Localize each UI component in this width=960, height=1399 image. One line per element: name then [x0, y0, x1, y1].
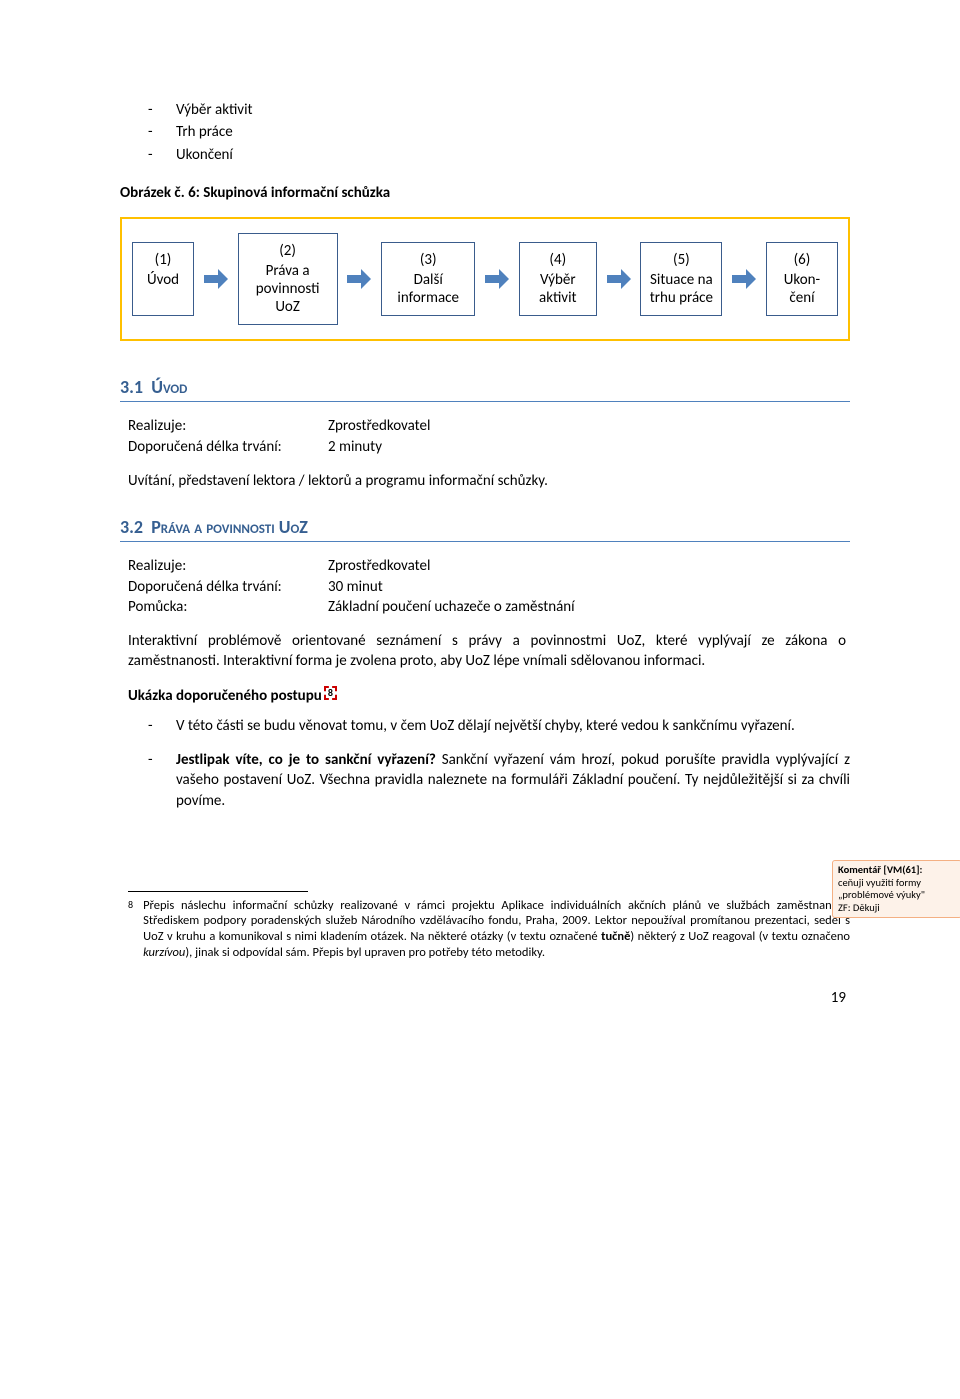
body-paragraph: Uvítání, představení lektora / lektorů a…: [128, 471, 846, 491]
section-heading: 3.2 Práva a povinnosti UoZ: [120, 515, 850, 542]
flow-box-number: (5): [647, 251, 715, 269]
flow-box-number: (2): [245, 242, 331, 260]
body-paragraph: Interaktivní problémově orientované sezn…: [128, 631, 846, 672]
meta-value: Zprostředkovatel: [328, 416, 430, 436]
section-number: 3.2: [120, 516, 143, 538]
footnote-separator: [128, 891, 308, 892]
footnote-text: Přepis náslechu informační schůzky reali…: [143, 898, 850, 961]
flow-box-label: Práva a povinnosti UoZ: [245, 262, 331, 316]
meta-value: Základní poučení uchazeče o zaměstnání: [328, 597, 575, 617]
arrow-icon: [204, 269, 228, 289]
flowchart-container: (1) Úvod (2) Práva a povinnosti UoZ (3) Další…: [120, 217, 850, 341]
section-title: Úvod: [151, 376, 187, 398]
list-item-label: Trh práce: [176, 122, 233, 142]
section-title: Práva a povinnosti UoZ: [151, 516, 308, 538]
list-item: - Jestlipak víte, co je to sankční vyřaz…: [148, 750, 850, 811]
list-item-label: Výběr aktivit: [176, 100, 253, 120]
list-item: -Trh práce: [148, 122, 850, 142]
meta-label: Doporučená délka trvání:: [128, 437, 328, 457]
list-item-text: Jestlipak víte, co je to sankční vyřazen…: [176, 750, 850, 811]
section-number: 3.1: [120, 376, 143, 398]
flow-box-number: (1): [139, 251, 187, 269]
flow-box: (2) Práva a povinnosti UoZ: [238, 233, 338, 325]
arrow-icon: [732, 269, 756, 289]
comment-reply: ZF: Děkuji: [838, 902, 956, 915]
flow-box: (1) Úvod: [132, 242, 194, 316]
page-number: 19: [120, 988, 850, 1008]
meta-label: Realizuje:: [128, 416, 328, 436]
list-item: -Výběr aktivit: [148, 100, 850, 120]
meta-label: Doporučená délka trvání:: [128, 577, 328, 597]
footnote-ref: 8: [324, 686, 337, 700]
section-heading: 3.1 Úvod: [120, 375, 850, 402]
flow-box-label: Výběr aktivit: [526, 271, 590, 307]
comment-balloon: Komentář [VM(61]: ceňuji využití formy „…: [832, 860, 960, 918]
meta-value: Zprostředkovatel: [328, 556, 430, 576]
meta-value: 30 minut: [328, 577, 383, 597]
comment-author: Komentář [VM(61]:: [838, 864, 956, 877]
comment-text: ceňuji využití formy „problémové výuky": [838, 877, 956, 902]
bold-run: Jestlipak víte, co je to sankční vyřazen…: [176, 751, 436, 769]
flow-box: (4) Výběr aktivit: [519, 242, 597, 316]
arrow-icon: [347, 269, 371, 289]
meta-label: Pomůcka:: [128, 597, 328, 617]
flow-box: (5) Situace na trhu práce: [640, 242, 722, 316]
footnote-number: 8: [128, 898, 133, 961]
meta-label: Realizuje:: [128, 556, 328, 576]
footnote: 8 Přepis náslechu informační schůzky rea…: [128, 898, 850, 961]
sample-heading: Ukázka doporučeného postupu 8: [128, 686, 850, 706]
flow-box-label: Úvod: [139, 271, 187, 289]
meta-value: 2 minuty: [328, 437, 382, 457]
meta-table: Realizuje:Zprostředkovatel Doporučená dé…: [128, 556, 850, 617]
flow-box-label: Ukon-čení: [773, 271, 831, 307]
flow-box: (3) Další informace: [381, 242, 475, 316]
flowchart: (1) Úvod (2) Práva a povinnosti UoZ (3) Další…: [132, 233, 838, 325]
flow-box-number: (3): [388, 251, 468, 269]
list-item-label: Ukončení: [176, 145, 233, 165]
flow-box: (6) Ukon-čení: [766, 242, 838, 316]
arrow-icon: [485, 269, 509, 289]
sample-heading-text: Ukázka doporučeného postupu: [128, 686, 322, 706]
flow-box-label: Další informace: [388, 271, 468, 307]
list-item: - V této části se budu věnovat tomu, v č…: [148, 716, 850, 736]
figure-caption: Obrázek č. 6: Skupinová informační schůz…: [120, 183, 850, 203]
procedure-list: - V této části se budu věnovat tomu, v č…: [148, 716, 850, 811]
bullet-list: -Výběr aktivit -Trh práce -Ukončení: [148, 100, 850, 165]
flow-box-number: (6): [773, 251, 831, 269]
list-item: -Ukončení: [148, 145, 850, 165]
list-item-text: V této části se budu věnovat tomu, v čem…: [176, 716, 850, 736]
meta-table: Realizuje:Zprostředkovatel Doporučená dé…: [128, 416, 850, 457]
flow-box-number: (4): [526, 251, 590, 269]
flow-box-label: Situace na trhu práce: [647, 271, 715, 307]
arrow-icon: [607, 269, 631, 289]
